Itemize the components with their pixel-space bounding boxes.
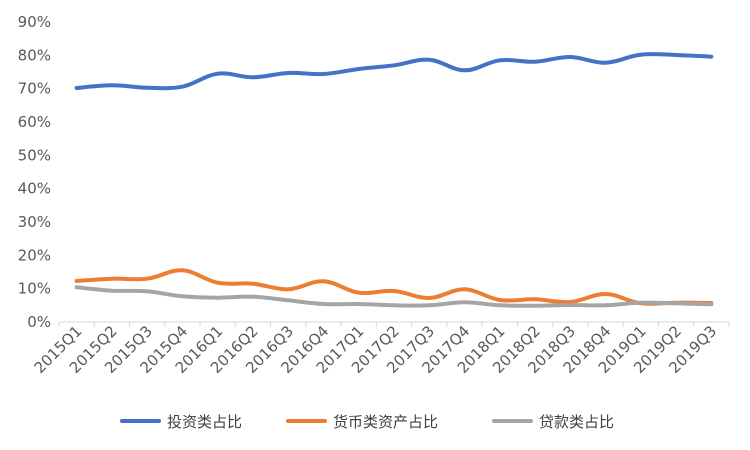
legend-label: 货币类资产占比	[333, 413, 438, 431]
legend-item: 货币类资产占比	[286, 413, 438, 431]
series-0	[74, 52, 714, 91]
series-lines	[74, 52, 714, 308]
legend-label: 投资类占比	[167, 413, 242, 431]
y-tick-label: 90%	[18, 13, 51, 31]
y-tick-label: 40%	[18, 180, 51, 198]
y-tick-label: 30%	[18, 213, 51, 231]
legend: 投资类占比 货币类资产占比 贷款类占比	[120, 413, 614, 431]
y-tick-label: 20%	[18, 246, 51, 264]
y-tick-label: 50%	[18, 146, 51, 164]
series-2	[74, 285, 714, 308]
y-tick-label: 70%	[18, 80, 51, 98]
series-1	[74, 268, 714, 306]
y-tick-label: 0%	[27, 313, 51, 331]
y-tick-label: 10%	[18, 280, 51, 298]
series-line	[74, 52, 714, 91]
y-tick-label: 80%	[18, 46, 51, 64]
series-line	[74, 285, 714, 308]
legend-item: 投资类占比	[120, 413, 242, 431]
y-tick-label: 60%	[18, 113, 51, 131]
legend-item: 贷款类占比	[492, 413, 614, 431]
series-line	[74, 268, 714, 306]
legend-label: 贷款类占比	[539, 413, 614, 431]
